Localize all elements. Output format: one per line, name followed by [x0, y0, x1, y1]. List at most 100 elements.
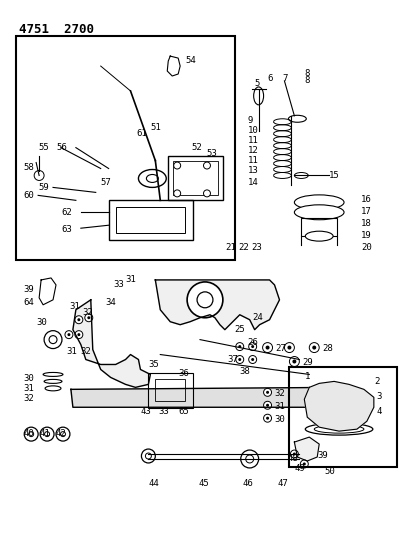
Text: 51: 51	[151, 123, 161, 132]
Circle shape	[174, 162, 181, 169]
Text: 25: 25	[235, 325, 246, 334]
Text: 24: 24	[253, 313, 264, 322]
Circle shape	[251, 345, 254, 348]
Text: 62: 62	[61, 208, 72, 217]
Text: 58: 58	[23, 163, 34, 172]
Circle shape	[197, 292, 213, 308]
Text: 59: 59	[38, 183, 49, 192]
Circle shape	[289, 357, 299, 367]
Circle shape	[85, 314, 93, 322]
Circle shape	[87, 316, 90, 319]
Text: 65: 65	[178, 407, 189, 416]
Text: 34: 34	[106, 298, 116, 307]
Bar	[16, 36, 235, 260]
Ellipse shape	[44, 379, 62, 383]
Bar	[149, 374, 193, 408]
Ellipse shape	[40, 427, 54, 441]
Ellipse shape	[246, 455, 254, 463]
Text: 61: 61	[136, 129, 147, 138]
Ellipse shape	[60, 432, 65, 437]
Circle shape	[75, 316, 83, 324]
Ellipse shape	[44, 330, 62, 349]
Polygon shape	[167, 56, 180, 76]
Text: 50: 50	[324, 467, 335, 476]
Text: 33: 33	[113, 280, 124, 289]
Text: 31: 31	[126, 275, 136, 284]
Text: 22: 22	[239, 243, 250, 252]
Ellipse shape	[45, 386, 61, 391]
Polygon shape	[304, 382, 374, 431]
Text: 40: 40	[23, 429, 34, 438]
Circle shape	[266, 404, 269, 407]
Circle shape	[312, 345, 316, 350]
Bar	[115, 207, 185, 233]
Polygon shape	[73, 300, 151, 387]
Ellipse shape	[295, 195, 344, 210]
Circle shape	[293, 453, 296, 456]
Ellipse shape	[44, 432, 49, 437]
Ellipse shape	[24, 427, 38, 441]
Ellipse shape	[295, 205, 344, 220]
Circle shape	[266, 417, 269, 419]
Text: 23: 23	[252, 243, 262, 252]
Text: 16: 16	[361, 196, 372, 204]
Ellipse shape	[142, 449, 155, 463]
Polygon shape	[71, 387, 341, 407]
Text: 18: 18	[361, 219, 372, 228]
Text: 45: 45	[198, 479, 209, 488]
Circle shape	[266, 345, 270, 350]
Circle shape	[75, 330, 83, 338]
Circle shape	[238, 345, 241, 348]
Circle shape	[293, 360, 296, 364]
Text: 32: 32	[23, 394, 34, 403]
Circle shape	[187, 282, 223, 318]
Text: 30: 30	[23, 375, 34, 383]
Text: 4751  2700: 4751 2700	[19, 23, 94, 36]
Circle shape	[263, 343, 273, 352]
Text: 32: 32	[81, 346, 91, 356]
Text: 8: 8	[304, 76, 310, 85]
Circle shape	[78, 318, 80, 321]
Text: 15: 15	[329, 171, 340, 180]
Ellipse shape	[241, 450, 259, 468]
Ellipse shape	[138, 169, 166, 188]
Text: 2: 2	[374, 377, 379, 386]
Circle shape	[251, 358, 254, 361]
Ellipse shape	[145, 453, 151, 459]
Circle shape	[204, 162, 211, 169]
Text: 4: 4	[377, 407, 382, 416]
Bar	[302, 218, 337, 236]
Text: 46: 46	[243, 479, 253, 488]
Text: 30: 30	[36, 318, 47, 327]
Text: 30: 30	[275, 415, 285, 424]
Ellipse shape	[56, 427, 70, 441]
Text: 41: 41	[39, 429, 50, 438]
Text: 1: 1	[305, 373, 310, 382]
Text: 19: 19	[361, 231, 372, 240]
Circle shape	[204, 190, 211, 197]
Text: 31: 31	[69, 302, 80, 311]
Text: 36: 36	[178, 369, 189, 378]
Text: 20: 20	[361, 243, 372, 252]
Circle shape	[303, 463, 306, 465]
Text: 56: 56	[56, 143, 67, 152]
Circle shape	[266, 391, 269, 394]
Text: 21: 21	[225, 243, 235, 252]
Polygon shape	[295, 437, 319, 461]
Text: 8: 8	[304, 69, 310, 78]
Circle shape	[249, 356, 257, 364]
Text: 17: 17	[361, 207, 372, 216]
Text: 44: 44	[149, 479, 159, 488]
Bar	[168, 156, 223, 200]
Text: 33: 33	[158, 407, 169, 416]
Circle shape	[238, 358, 241, 361]
Ellipse shape	[43, 373, 63, 376]
Ellipse shape	[305, 423, 373, 435]
Text: 6: 6	[268, 74, 273, 83]
Text: 26: 26	[248, 337, 258, 346]
Text: 64: 64	[23, 298, 34, 307]
Text: 28: 28	[322, 344, 333, 353]
Circle shape	[65, 330, 73, 338]
Circle shape	[287, 345, 291, 350]
Text: 35: 35	[149, 360, 159, 368]
